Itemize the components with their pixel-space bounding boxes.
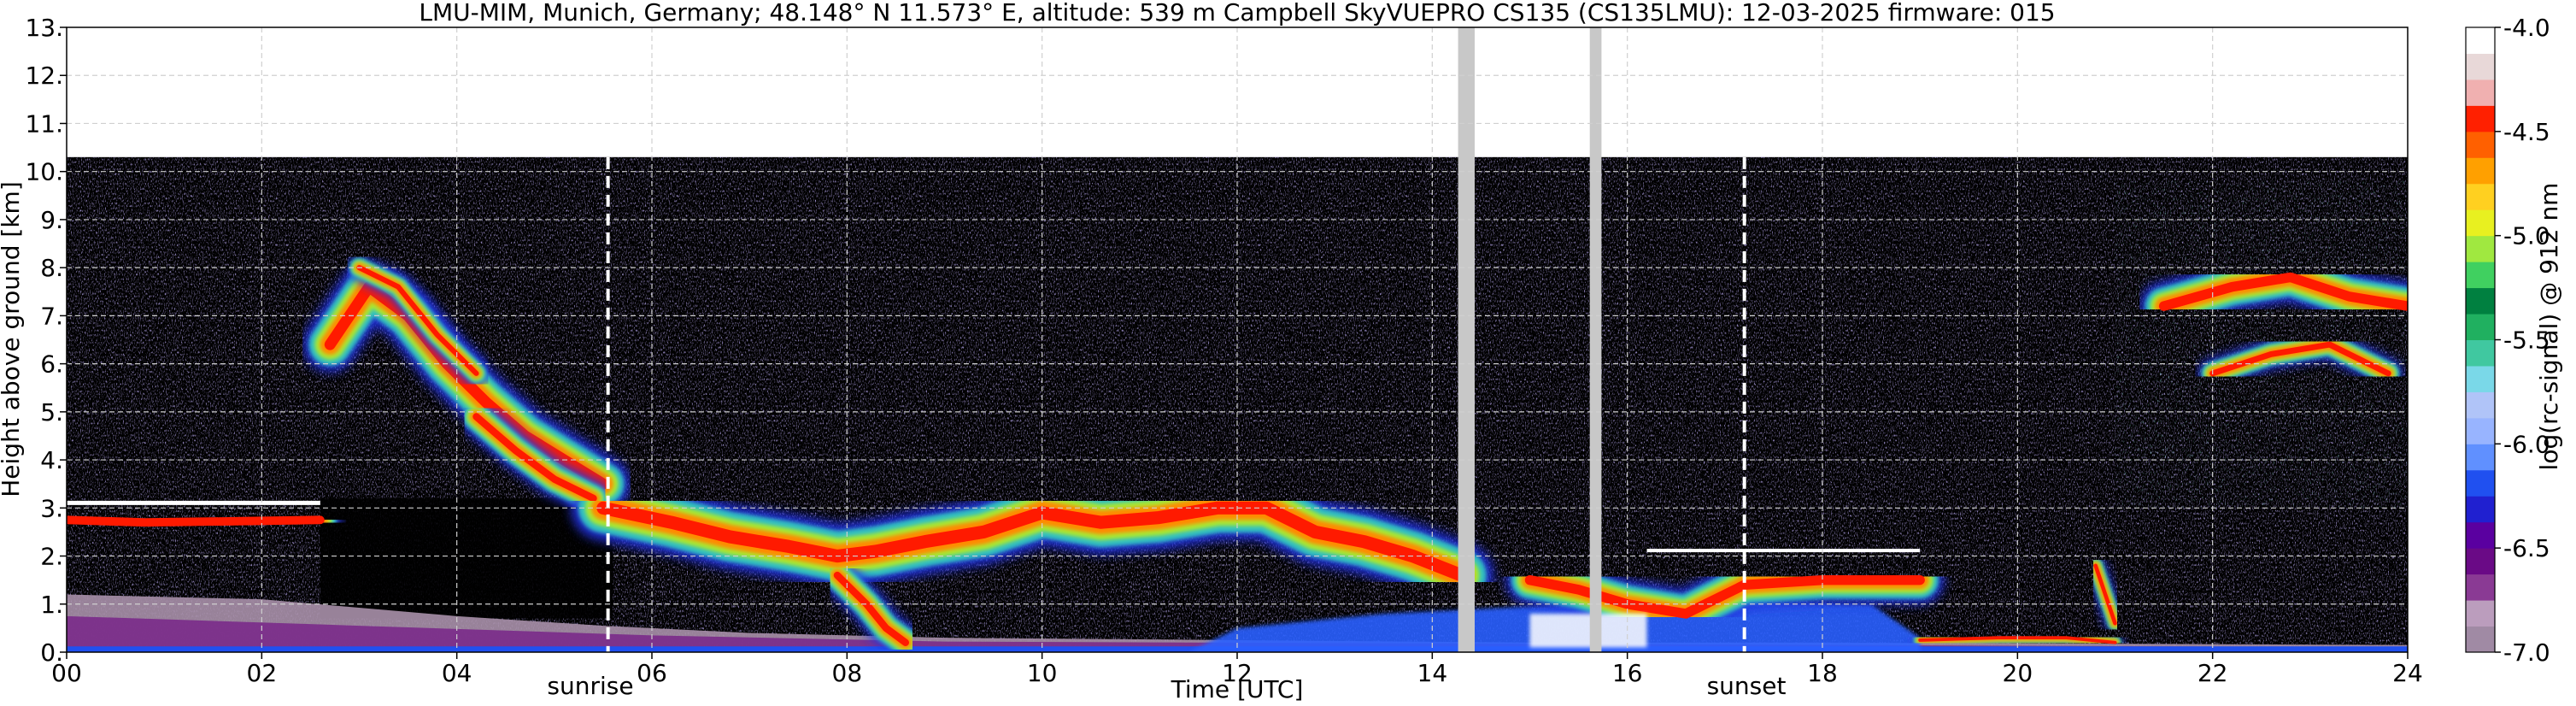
x-tick-label: 06 [637, 659, 667, 687]
cloud-saturated [1529, 614, 1647, 648]
missing-data-stripe [1458, 27, 1465, 652]
chart-title: LMU-MIM, Munich, Germany; 48.148° N 11.5… [419, 0, 2055, 26]
y-tick-label: 0. [40, 638, 63, 667]
y-tick-label: 4. [40, 446, 63, 474]
x-tick-label: 24 [2392, 659, 2423, 687]
colorbar-swatch [2466, 183, 2495, 210]
colorbar-swatch [2466, 209, 2495, 237]
surface-fog [1911, 629, 2123, 651]
colorbar-swatch [2466, 574, 2495, 601]
y-tick-label: 12. [25, 62, 63, 90]
y-tick-label: 2. [40, 543, 63, 571]
y-axis-label: Height above ground [km] [0, 181, 25, 497]
missing-data-stripe [1589, 27, 1597, 652]
missing-data-stripe [1594, 27, 1602, 652]
colorbar-swatch [2466, 235, 2495, 262]
colorbar-label: log(rc-signal) @ 912 nm [2535, 183, 2563, 471]
colorbar-tick-label: -4.5 [2503, 118, 2550, 146]
cloud-early [67, 498, 342, 544]
colorbar-swatch [2466, 339, 2495, 367]
colorbar-tick-label: -7.0 [2503, 638, 2550, 667]
colorbar-swatch [2466, 444, 2495, 471]
colorbar-swatch [2466, 521, 2495, 549]
colorbar-swatch [2466, 27, 2495, 54]
y-tick-label: 13. [25, 14, 63, 42]
colorbar-swatch [2466, 314, 2495, 340]
x-tick-label: 00 [51, 659, 82, 687]
colorbar-swatch [2466, 626, 2495, 653]
colorbar-tick-label: -5.0 [2503, 222, 2550, 250]
y-tick-label: 8. [40, 254, 63, 282]
y-tick-label: 10. [25, 158, 63, 186]
colorbar-swatch [2466, 548, 2495, 575]
missing-data-stripe [1463, 27, 1470, 652]
x-tick-label: 04 [442, 659, 472, 687]
missing-data-stripe [1468, 27, 1475, 652]
x-tick-label: 20 [2003, 659, 2033, 687]
sunrise-label: sunrise [547, 672, 633, 700]
y-tick-label: 6. [40, 350, 63, 379]
cloud-early-top [67, 500, 320, 505]
colorbar-tick-label: -6.0 [2503, 430, 2550, 458]
x-tick-label: 22 [2198, 659, 2228, 687]
x-tick-label: 18 [1807, 659, 1838, 687]
quiet-region [320, 498, 613, 619]
cloud-descending-lower [458, 398, 612, 516]
cloud-shower [2086, 556, 2125, 633]
y-tick-label: 3. [40, 494, 63, 522]
colorbar-swatch [2466, 417, 2495, 444]
colorbar-tick-label: -6.5 [2503, 534, 2550, 562]
x-axis-ticks: 00 02 04 06 08 10 12 14 16 18 20 22 24 [51, 652, 2423, 687]
y-tick-label: 7. [40, 302, 63, 330]
x-tick-label: 14 [1417, 659, 1448, 687]
colorbar-swatch [2466, 105, 2495, 132]
sunset-label: sunset [1707, 672, 1787, 700]
colorbar-swatch [2466, 53, 2495, 80]
colorbar-swatch [2466, 287, 2495, 315]
colorbar-swatch [2466, 262, 2495, 289]
colorbar-swatch [2466, 157, 2495, 185]
x-tick-label: 16 [1612, 659, 1643, 687]
colorbar-tick-label: -5.5 [2503, 327, 2550, 355]
y-tick-label: 1. [40, 591, 63, 619]
cloud-evening [1505, 556, 1945, 638]
colorbar-swatch [2466, 391, 2495, 419]
colorbar-swatch [2466, 79, 2495, 106]
x-tick-label: 10 [1027, 659, 1058, 687]
x-tick-label: 12 [1222, 659, 1253, 687]
y-tick-label: 11. [25, 109, 63, 138]
sun-markers [606, 156, 1746, 652]
colorbar-swatch [2466, 600, 2495, 627]
x-tick-label: 08 [832, 659, 863, 687]
cloud-precip [819, 557, 924, 652]
cloud-descending [302, 259, 631, 512]
x-tick-label: 02 [247, 659, 278, 687]
y-axis-ticks: 0. 1. 2. 3. 4. 5. 6. 7. 8. 9. 10. 11. 12. 13. [25, 14, 67, 667]
cirrus-high [2139, 252, 2408, 331]
cloud-evening-top [1646, 549, 1921, 553]
colorbar-tick-label: -4.0 [2503, 14, 2550, 42]
x-axis-label: Time [UTC] [1171, 675, 1304, 703]
cloud-main [570, 475, 1494, 609]
colorbar-swatch [2466, 365, 2495, 392]
colorbar-swatch [2466, 496, 2495, 523]
colorbar-swatch [2466, 469, 2495, 497]
y-tick-label: 5. [40, 398, 63, 427]
grid-lines [67, 27, 2408, 652]
y-tick-label: 9. [40, 206, 63, 234]
colorbar-swatch [2466, 131, 2495, 158]
colorbar: -4.0 -4.5 -5.0 -5.5 -6.0 -6.5 -7.0 [2465, 14, 2550, 667]
